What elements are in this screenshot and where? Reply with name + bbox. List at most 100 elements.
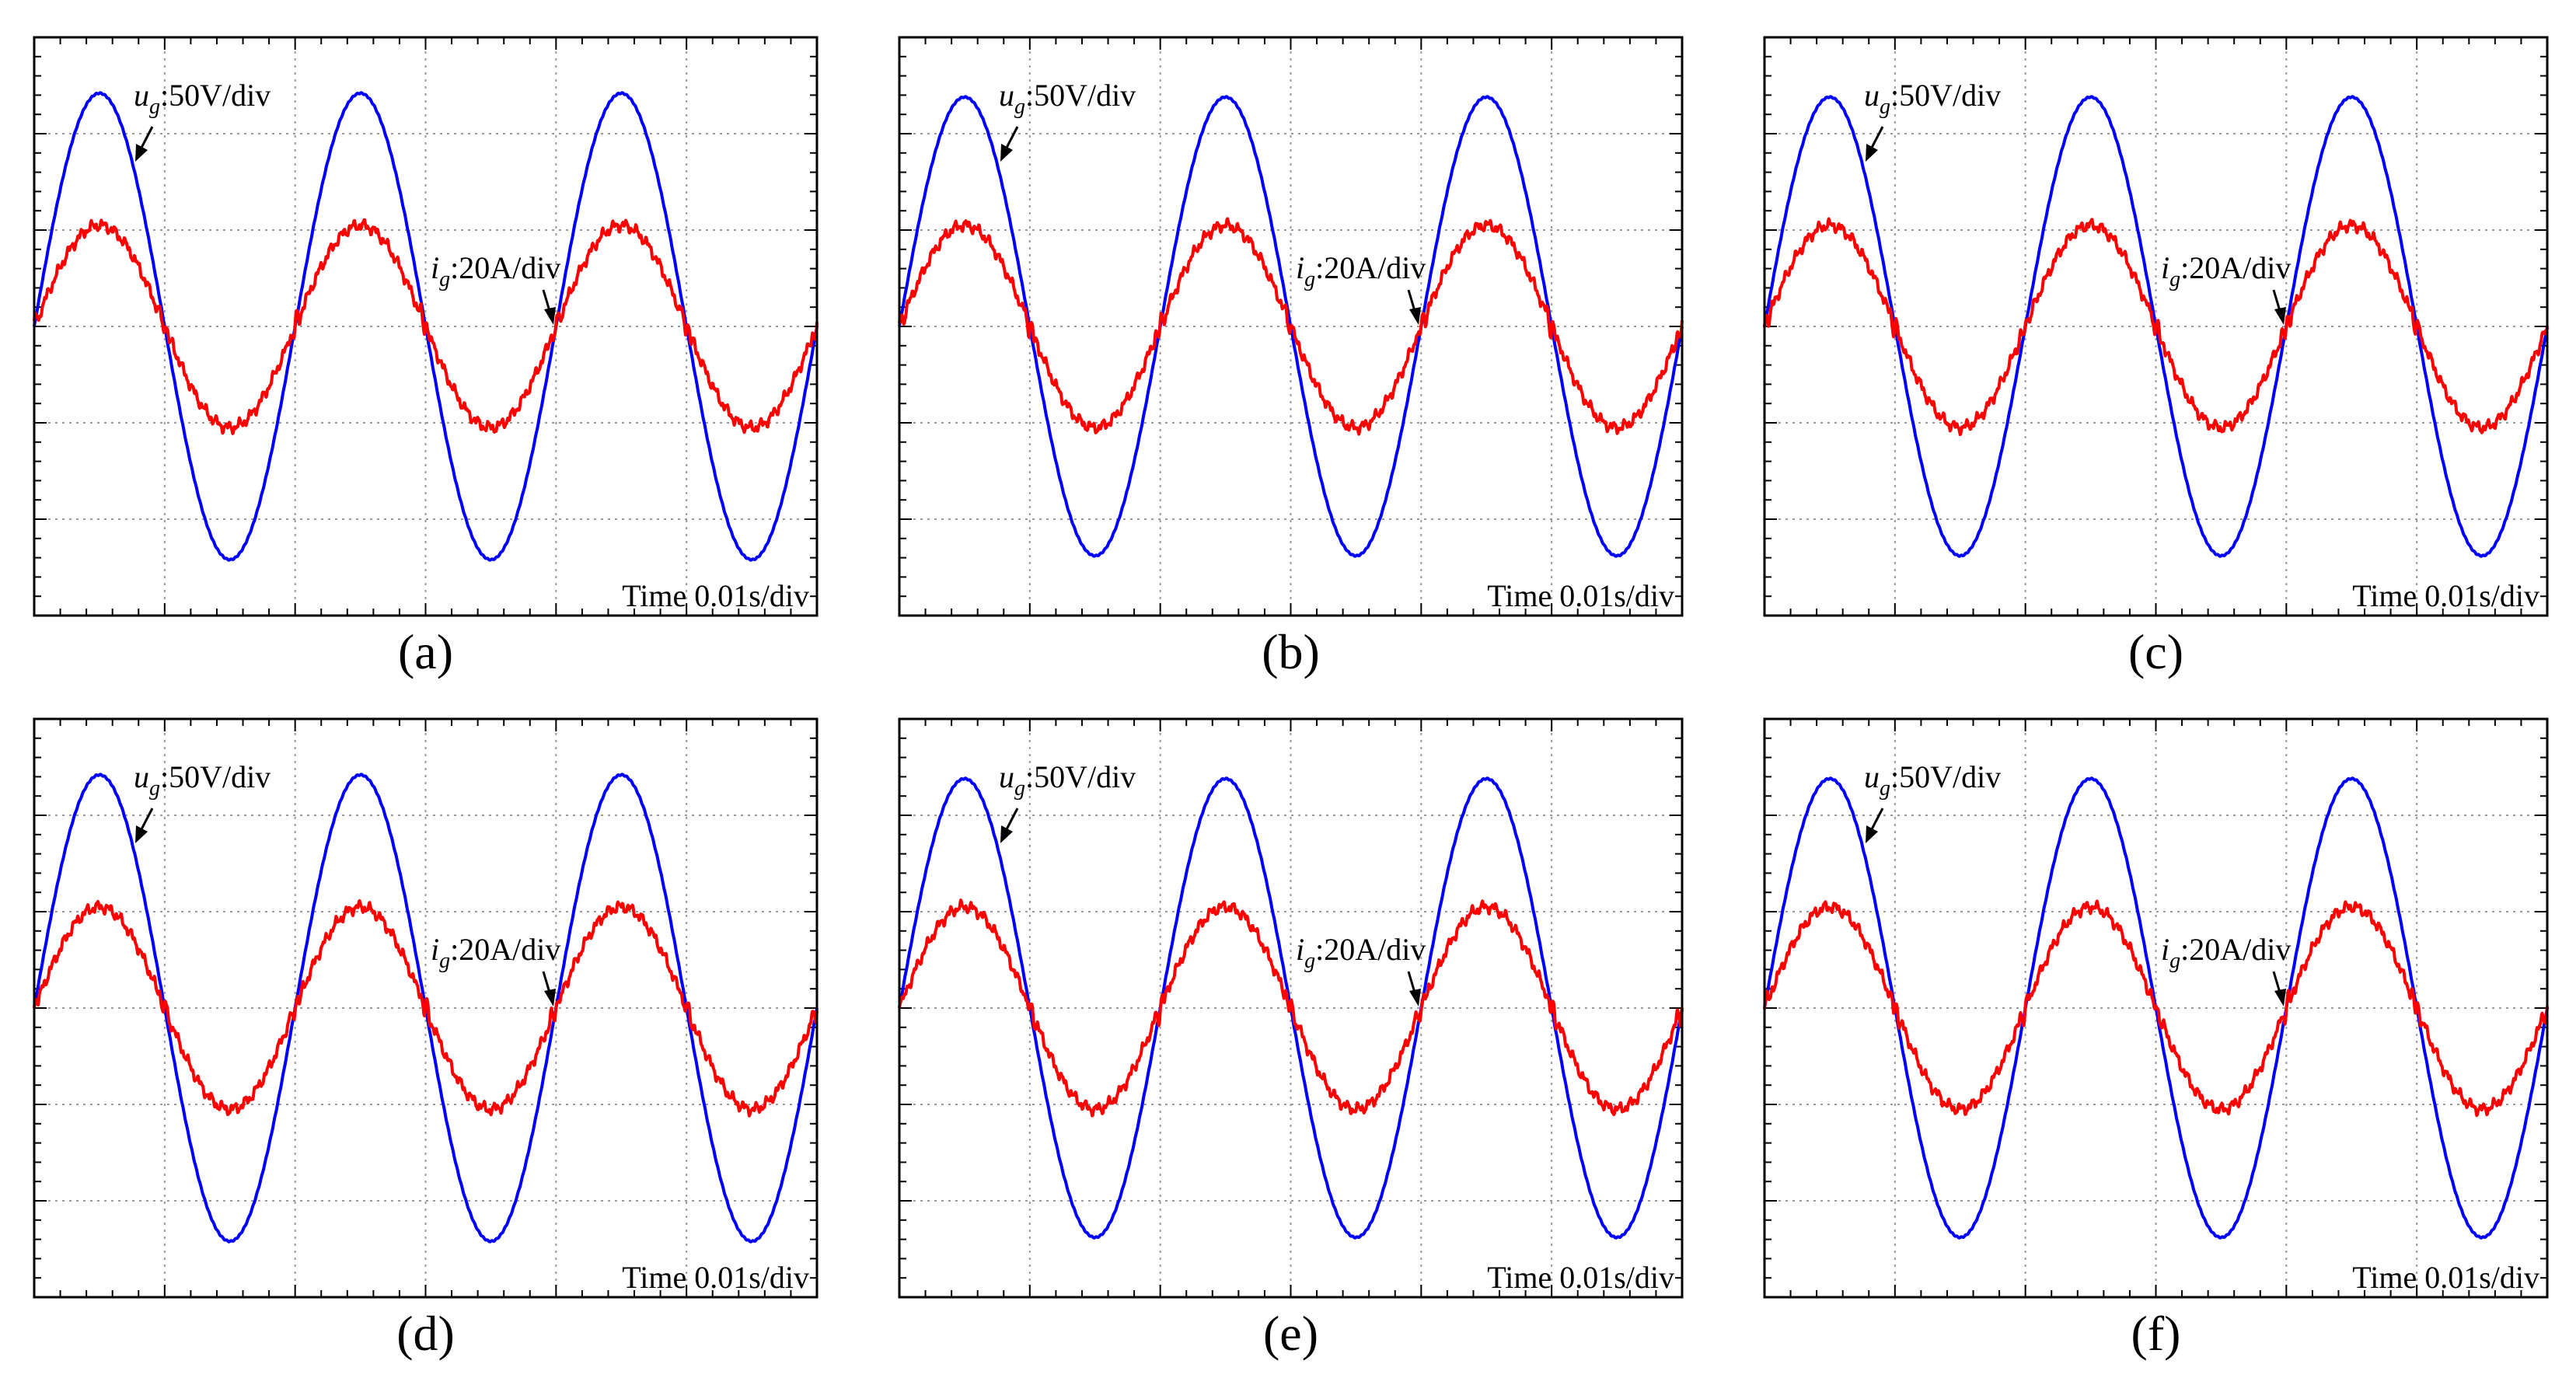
arrowhead-ug bbox=[1000, 825, 1013, 843]
label-ig-scale: :20A/div bbox=[450, 250, 560, 285]
time-per-div-label: Time 0.01s/div bbox=[2352, 1260, 2539, 1295]
time-per-div-label: Time 0.01s/div bbox=[2352, 578, 2539, 613]
label-ig-scale: :20A/div bbox=[2180, 932, 2291, 967]
label-ig-scale: :20A/div bbox=[1315, 250, 1426, 285]
trace-ig bbox=[33, 218, 819, 435]
arrowhead-ug bbox=[1000, 144, 1013, 162]
label-ig-subscript: g bbox=[2169, 267, 2180, 291]
arrow-ug bbox=[140, 808, 154, 830]
arrow-ug bbox=[1005, 126, 1019, 148]
label-ug-symbol: u bbox=[1864, 759, 1880, 794]
label-ug-symbol: u bbox=[999, 78, 1014, 113]
label-ig: ig:20A/div bbox=[431, 250, 560, 291]
arrowhead-ug bbox=[1866, 825, 1878, 843]
arrow-ug bbox=[1005, 808, 1019, 830]
label-ig-symbol: i bbox=[431, 932, 439, 967]
label-ig: ig:20A/div bbox=[2161, 932, 2291, 973]
plot-frame bbox=[898, 36, 1684, 617]
label-ig-subscript: g bbox=[1304, 267, 1315, 291]
label-ig: ig:20A/div bbox=[431, 932, 560, 973]
trace-ig bbox=[898, 898, 1684, 1118]
label-ig-subscript: g bbox=[439, 267, 450, 291]
label-ug-scale: :50V/div bbox=[1025, 759, 1136, 794]
arrow-ug bbox=[1870, 808, 1884, 830]
label-ug: ug:50V/div bbox=[1864, 759, 2001, 801]
trace-ig bbox=[1763, 899, 2549, 1118]
label-ug: ug:50V/div bbox=[999, 759, 1136, 801]
label-ug: ug:50V/div bbox=[134, 78, 271, 119]
label-ug: ug:50V/div bbox=[134, 759, 271, 801]
label-ig-scale: :20A/div bbox=[1315, 932, 1426, 967]
label-ig-scale: :20A/div bbox=[450, 932, 560, 967]
arrow-ig bbox=[542, 971, 551, 993]
trace-ig bbox=[1763, 217, 2549, 437]
time-per-div-label: Time 0.01s/div bbox=[622, 1260, 809, 1295]
panel-label: (d) bbox=[396, 1306, 455, 1361]
arrowhead-ug bbox=[135, 825, 148, 843]
arrowhead-ig bbox=[2274, 307, 2286, 325]
arrowhead-ig bbox=[544, 307, 556, 325]
arrowhead-ig bbox=[1409, 307, 1421, 325]
label-ug: ug:50V/div bbox=[999, 78, 1136, 119]
label-ug-symbol: u bbox=[999, 759, 1014, 794]
label-ig-symbol: i bbox=[2161, 250, 2169, 285]
time-per-div-label: Time 0.01s/div bbox=[622, 578, 809, 613]
arrow-ug bbox=[140, 126, 154, 148]
label-ig-subscript: g bbox=[439, 949, 450, 973]
arrow-ig bbox=[2272, 971, 2281, 993]
label-ug-scale: :50V/div bbox=[1890, 759, 2001, 794]
arrow-ig bbox=[542, 289, 551, 312]
plot-frame bbox=[33, 36, 819, 617]
label-ug-scale: :50V/div bbox=[160, 759, 271, 794]
label-ug: ug:50V/div bbox=[1864, 78, 2001, 119]
arrowhead-ug bbox=[135, 144, 148, 162]
arrowhead-ig bbox=[2274, 989, 2286, 1006]
arrow-ig bbox=[2272, 289, 2281, 312]
plot-frame bbox=[1763, 36, 2549, 617]
arrow-ig bbox=[1407, 971, 1416, 993]
plot-frame bbox=[898, 717, 1684, 1299]
label-ig-subscript: g bbox=[2169, 949, 2180, 973]
arrowhead-ug bbox=[1866, 144, 1878, 162]
label-ug-subscript: g bbox=[1014, 776, 1025, 801]
label-ig: ig:20A/div bbox=[1296, 250, 1426, 291]
trace-ig bbox=[33, 899, 819, 1118]
panel-label: (e) bbox=[1263, 1306, 1318, 1361]
arrow-ug bbox=[1870, 126, 1884, 148]
panel-label: (c) bbox=[2128, 624, 2183, 679]
label-ig-scale: :20A/div bbox=[2180, 250, 2291, 285]
label-ig-symbol: i bbox=[431, 250, 439, 285]
arrowhead-ig bbox=[544, 989, 556, 1006]
label-ug-symbol: u bbox=[134, 759, 149, 794]
axis-ticks bbox=[34, 719, 817, 1297]
plot-frame bbox=[1763, 717, 2549, 1299]
time-per-div-label: Time 0.01s/div bbox=[1487, 1260, 1674, 1295]
label-ug-symbol: u bbox=[1864, 78, 1880, 113]
panel-label: (a) bbox=[398, 624, 453, 679]
label-ig: ig:20A/div bbox=[1296, 932, 1426, 973]
label-ug-subscript: g bbox=[1880, 776, 1890, 801]
label-ug-subscript: g bbox=[1880, 95, 1890, 119]
label-ug-subscript: g bbox=[1014, 95, 1025, 119]
label-ig-symbol: i bbox=[1296, 250, 1304, 285]
panel-label: (f) bbox=[2131, 1306, 2181, 1361]
label-ug-scale: :50V/div bbox=[1890, 78, 2001, 113]
label-ug-scale: :50V/div bbox=[160, 78, 271, 113]
label-ig-symbol: i bbox=[1296, 932, 1304, 967]
arrow-ig bbox=[1407, 289, 1416, 312]
panel-label: (b) bbox=[1262, 624, 1320, 679]
label-ug-symbol: u bbox=[134, 78, 149, 113]
label-ig: ig:20A/div bbox=[2161, 250, 2291, 291]
trace-ig bbox=[898, 217, 1684, 436]
time-per-div-label: Time 0.01s/div bbox=[1487, 578, 1674, 613]
label-ig-subscript: g bbox=[1304, 949, 1315, 973]
label-ug-subscript: g bbox=[149, 776, 160, 801]
label-ug-subscript: g bbox=[149, 95, 160, 119]
arrowhead-ig bbox=[1409, 989, 1421, 1006]
